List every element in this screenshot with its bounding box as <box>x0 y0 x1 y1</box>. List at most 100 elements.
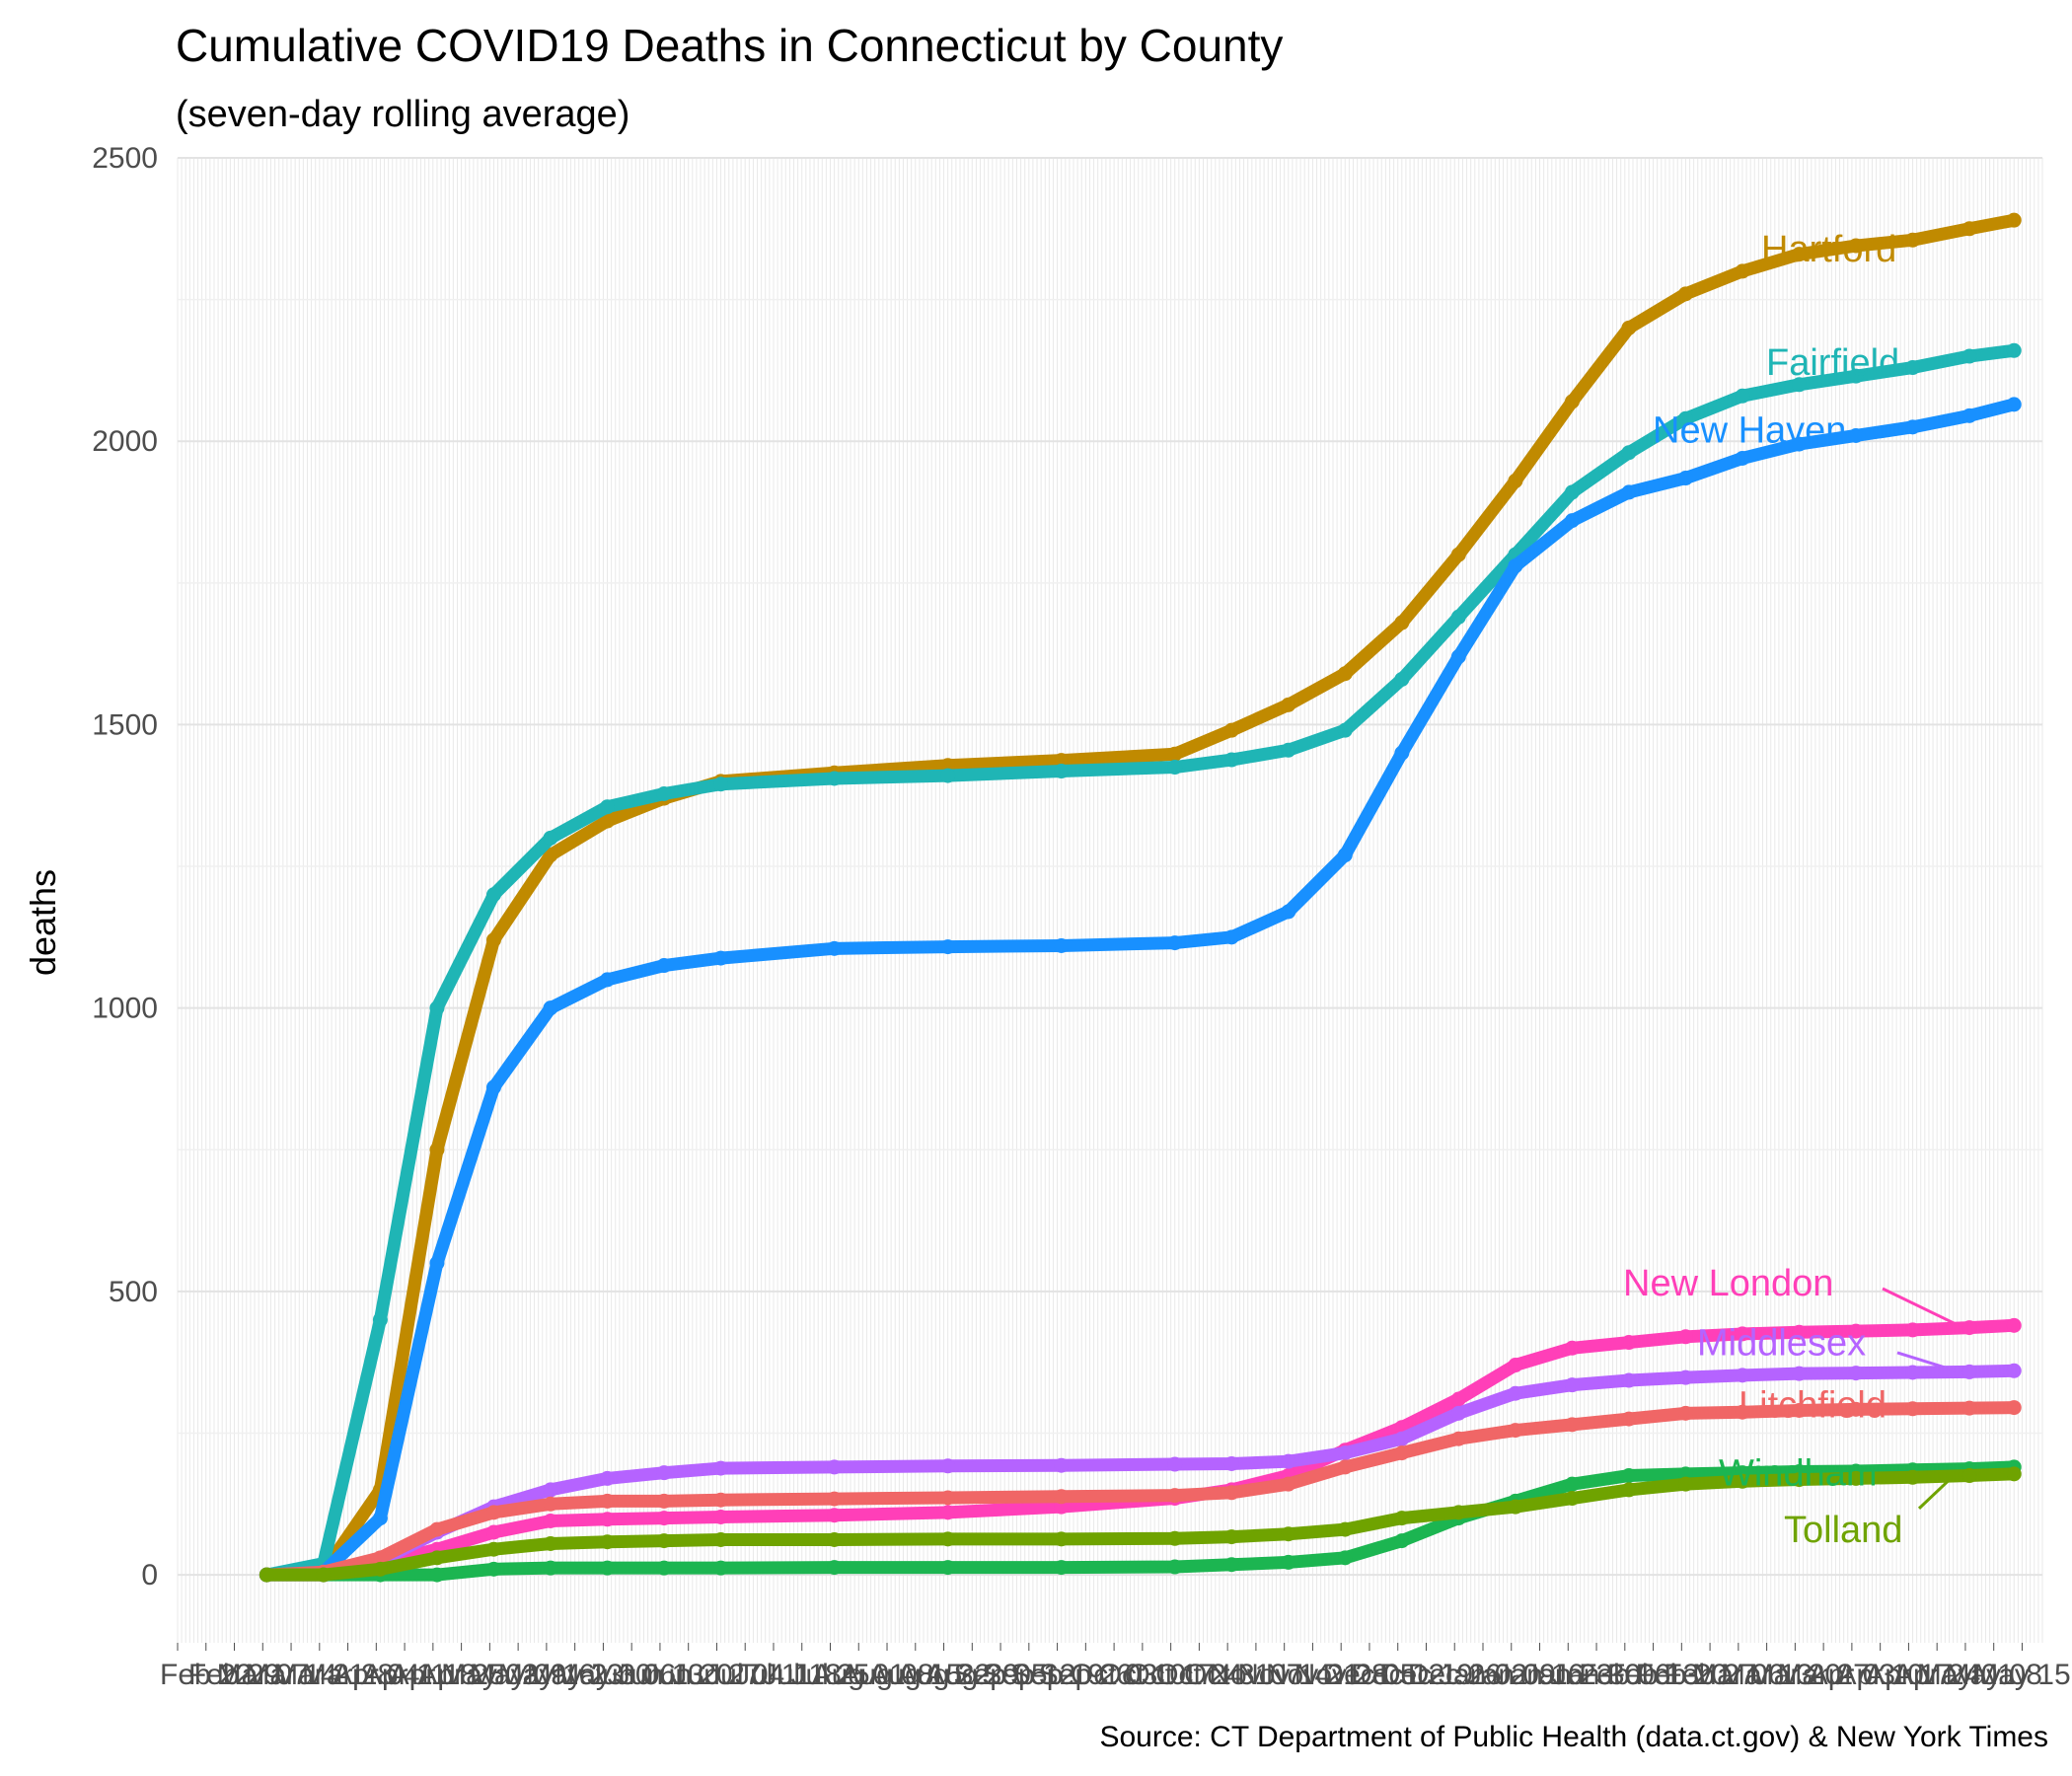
data-point <box>1735 1368 1750 1383</box>
data-point <box>1848 1323 1864 1339</box>
data-point <box>713 1509 729 1524</box>
data-point <box>1735 263 1750 279</box>
data-point <box>543 1560 558 1576</box>
data-point <box>827 1459 843 1475</box>
data-point <box>1735 388 1750 404</box>
data-point <box>940 1531 956 1547</box>
data-point <box>372 1511 388 1526</box>
x-tick-label: Apr 10 <box>1836 1659 1923 1691</box>
data-point <box>1677 410 1693 426</box>
data-point <box>543 848 558 863</box>
data-point <box>543 830 558 846</box>
data-point <box>1450 1391 1466 1407</box>
data-point <box>1223 1529 1239 1545</box>
data-point <box>1961 348 1977 364</box>
data-point <box>1621 1411 1637 1427</box>
data-point <box>1508 558 1523 574</box>
data-point <box>1223 752 1239 768</box>
x-tick-label: Feb 13 <box>1607 1659 1699 1691</box>
data-point <box>940 1490 956 1506</box>
x-tick-label: May 08 <box>1946 1659 2042 1691</box>
data-point <box>1054 1499 1070 1515</box>
series-label: Litchfield <box>1739 1385 1887 1427</box>
data-point <box>316 1567 332 1583</box>
label-connector <box>1882 1287 1960 1327</box>
x-tick-label: Aug 08 <box>840 1659 933 1691</box>
x-tick-label: Jun 27 <box>672 1659 761 1691</box>
x-tick-label: Jun 13 <box>616 1659 704 1691</box>
data-point <box>1905 360 1921 376</box>
data-point <box>827 1531 843 1547</box>
x-tick-label: Feb 29 <box>188 1659 280 1691</box>
x-tick-label: Jul 11 <box>735 1659 812 1691</box>
data-point <box>1281 1476 1296 1492</box>
x-tick-label: Jun 20 <box>644 1659 733 1691</box>
data-point <box>1394 1431 1410 1446</box>
x-tick-label: Jan 23 <box>1523 1659 1612 1691</box>
series-label: Tolland <box>1784 1510 1902 1551</box>
data-point <box>713 1531 729 1547</box>
data-point <box>1791 1472 1807 1488</box>
data-point <box>713 950 729 966</box>
x-tick-label: May 16 <box>498 1659 595 1691</box>
data-point <box>1677 1476 1693 1492</box>
x-tick-label: Mar 13 <box>1721 1659 1813 1691</box>
data-point <box>1791 436 1807 452</box>
y-tick-label: 2000 <box>92 425 158 458</box>
data-point <box>1621 1468 1637 1484</box>
data-point <box>543 1482 558 1498</box>
x-tick-label: Aug 22 <box>897 1659 991 1691</box>
x-tick-label: Jan 30 <box>1552 1659 1641 1691</box>
y-tick-label: 2500 <box>92 142 158 175</box>
data-point <box>940 939 956 955</box>
x-tick-label: Oct 24 <box>1155 1659 1242 1691</box>
data-point <box>1223 1485 1239 1501</box>
data-point <box>1791 247 1807 262</box>
x-tick-label: Mar 21 <box>273 1659 365 1691</box>
x-tick-label: Jan 16 <box>1495 1659 1584 1691</box>
x-tick-label: Dec 12 <box>1351 1659 1444 1691</box>
x-tick-label: May 09 <box>470 1659 566 1691</box>
data-point <box>1961 1468 1977 1484</box>
data-point <box>1848 1366 1864 1381</box>
label-connector <box>1917 1472 1958 1510</box>
data-point <box>1961 1320 1977 1336</box>
x-tick-label: Apr 11 <box>362 1659 447 1691</box>
data-point <box>429 1550 445 1566</box>
x-tick-label: Aug 15 <box>868 1659 962 1691</box>
x-tick-label: Nov 21 <box>1266 1659 1360 1691</box>
data-point <box>600 1470 616 1486</box>
data-point <box>1508 1423 1523 1439</box>
data-point <box>1223 929 1239 945</box>
data-point <box>713 1492 729 1508</box>
data-point <box>1508 1358 1523 1373</box>
x-tick-label: Mar 20 <box>1749 1659 1841 1691</box>
data-point <box>2006 212 2022 228</box>
data-point <box>827 1560 843 1576</box>
data-point <box>485 1079 501 1095</box>
x-tick-label: Sep 12 <box>982 1659 1075 1691</box>
data-point <box>372 1561 388 1577</box>
plot-area: 0 500 1000 1500 2000 2500 Hartford Fairfield New… <box>92 142 2070 1691</box>
data-point <box>1621 445 1637 461</box>
data-point <box>1054 1531 1070 1547</box>
data-point <box>1621 1335 1637 1351</box>
data-point <box>1223 1455 1239 1471</box>
data-point <box>1054 764 1070 779</box>
data-point <box>827 1491 843 1507</box>
data-point <box>485 1505 501 1520</box>
data-point <box>600 1534 616 1550</box>
data-point <box>1508 1385 1523 1401</box>
data-point <box>1621 1372 1637 1388</box>
x-tick-label: Feb 27 <box>1664 1659 1755 1691</box>
x-tick-label: Dec 19 <box>1379 1659 1473 1691</box>
data-point <box>1281 1453 1296 1469</box>
data-point <box>1735 1404 1750 1420</box>
data-point <box>1677 286 1693 302</box>
y-tick-label: 500 <box>109 1276 158 1308</box>
series-line-new-haven <box>259 398 2021 1582</box>
data-point <box>543 1000 558 1016</box>
y-axis-label: deaths <box>23 869 63 976</box>
series-label: Fairfield <box>1766 342 1899 384</box>
data-point <box>429 1567 445 1583</box>
